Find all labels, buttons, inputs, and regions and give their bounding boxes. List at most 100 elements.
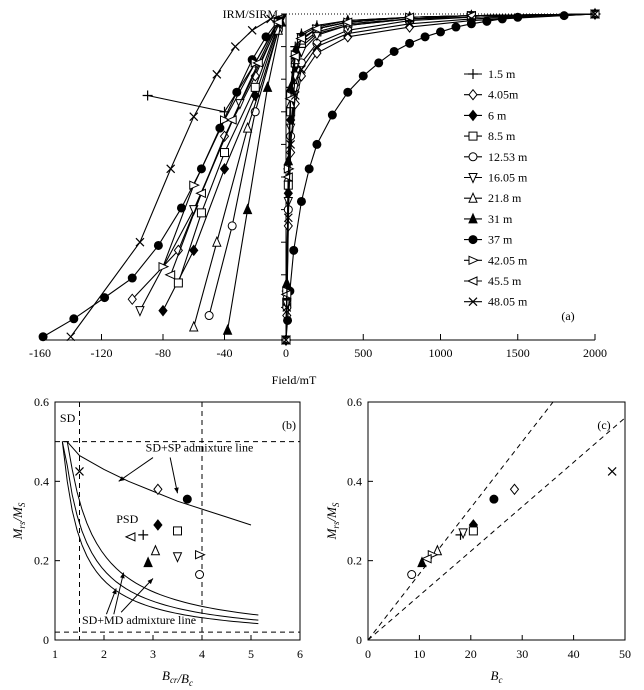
data-point — [158, 261, 170, 272]
x-tick-label: 1 — [52, 647, 58, 661]
y-tick-label: 0 — [43, 633, 49, 647]
arrow-head — [174, 487, 179, 494]
arrow-head — [118, 476, 125, 482]
data-point-4-05m — [153, 483, 163, 496]
legend-marker — [468, 297, 478, 307]
data-point — [266, 14, 276, 24]
forward-curve — [285, 13, 596, 341]
data-point-48-05-m — [607, 466, 617, 476]
y-axis-label-part: S — [17, 502, 27, 507]
x-tick-label: 2000 — [583, 346, 607, 360]
series-48-05-m — [66, 9, 600, 345]
x-axis-label: Bc — [491, 668, 503, 685]
panel-b-day-plot: 1 2 3 4 5 6 0 0.2 0.4 0.6 SD PSD SD+SP admixture lin… — [10, 395, 303, 688]
y-axis-label: Mrs/MS — [10, 502, 27, 540]
data-point — [282, 302, 292, 312]
data-point — [451, 22, 461, 32]
data-point — [283, 213, 293, 223]
data-point — [188, 320, 199, 332]
data-point — [389, 46, 399, 56]
sd-sp-curve — [66, 441, 252, 526]
x-tick-label: 30 — [516, 647, 528, 661]
backfield-curve — [177, 13, 287, 284]
data-point — [281, 335, 291, 345]
data-point — [497, 14, 507, 24]
region-label: SD+SP admixture line — [146, 441, 254, 455]
data-point — [204, 311, 214, 321]
x-axis-label-part: B — [491, 668, 499, 683]
data-point-48-05-m — [75, 466, 84, 476]
panel-label: (c) — [597, 418, 610, 432]
data-point — [590, 9, 600, 19]
series-8-5-m — [173, 9, 600, 345]
arrow-head — [112, 588, 117, 595]
panel-label: (b) — [282, 418, 296, 432]
backfield-curve — [147, 13, 287, 113]
legend-marker — [466, 276, 478, 286]
y-axis-label-part: /M — [10, 506, 25, 523]
x-tick-label: -120 — [91, 346, 113, 360]
data-point — [222, 323, 233, 335]
data-point — [247, 25, 257, 35]
data-point — [283, 315, 293, 325]
forward-curve — [285, 13, 596, 341]
data-point-37-m — [489, 494, 499, 504]
annotation-arrow — [118, 457, 154, 482]
data-point — [189, 244, 199, 257]
data-point — [466, 19, 476, 29]
x-tick-label: 500 — [354, 346, 372, 360]
legend-marker — [468, 173, 478, 184]
data-point — [227, 221, 237, 231]
data-point — [135, 306, 145, 317]
legend-label: 48.05 m — [488, 295, 528, 309]
data-point — [189, 112, 199, 122]
x-tick-label: 40 — [568, 647, 580, 661]
forward-curve — [285, 13, 596, 341]
annotation-arrow — [120, 578, 154, 613]
legend-marker — [468, 235, 478, 245]
arrow-head — [147, 578, 153, 585]
data-point — [173, 278, 183, 288]
data-point — [220, 148, 229, 158]
sd-md-curve-3 — [62, 441, 259, 616]
data-point — [242, 203, 253, 215]
plot-frame — [54, 401, 301, 641]
forward-curve — [285, 13, 596, 341]
legend-marker — [468, 69, 478, 79]
legend-label: 42.05 m — [488, 253, 528, 267]
region-label: SD+MD admixture line — [82, 613, 196, 627]
data-point — [158, 304, 168, 317]
reference-line — [367, 417, 626, 641]
data-point — [358, 71, 368, 81]
data-point-6-m — [153, 519, 163, 531]
backfield-curve — [162, 13, 287, 311]
forward-curve — [285, 13, 596, 341]
annotation-arrow — [113, 572, 125, 615]
chart-title: IRM/SIRM — [223, 7, 279, 21]
forward-curve — [285, 13, 596, 341]
data-point-16-05-m — [172, 552, 183, 563]
data-point-12-53-m — [195, 570, 205, 580]
region-label: SD — [60, 411, 76, 425]
data-point — [295, 33, 306, 44]
data-point-45-5-m — [124, 532, 136, 542]
x-tick-label: 3 — [150, 647, 156, 661]
legend-marker — [468, 152, 478, 162]
sd-md-curve-2 — [61, 441, 259, 621]
series-31-m — [222, 7, 600, 345]
legend-label: 1.5 m — [488, 67, 516, 81]
forward-curve — [285, 13, 596, 341]
data-point-45-5-m — [420, 553, 432, 564]
data-point-21-8-m — [150, 544, 161, 556]
legend-label: 4.05m — [488, 88, 519, 102]
data-point — [343, 29, 353, 38]
data-point — [69, 314, 79, 324]
y-axis-label-part: rs — [17, 521, 27, 529]
data-point — [297, 64, 306, 74]
x-axis-label-part: B — [162, 668, 170, 683]
data-point — [290, 91, 300, 100]
data-point — [310, 23, 322, 34]
data-point — [100, 293, 110, 303]
forward-curve — [285, 13, 596, 341]
panel-a-irm-chart: -160 -120 -80 -40 0 500 1000 1500 2000 IRM/SIRM Fi… — [29, 7, 607, 387]
